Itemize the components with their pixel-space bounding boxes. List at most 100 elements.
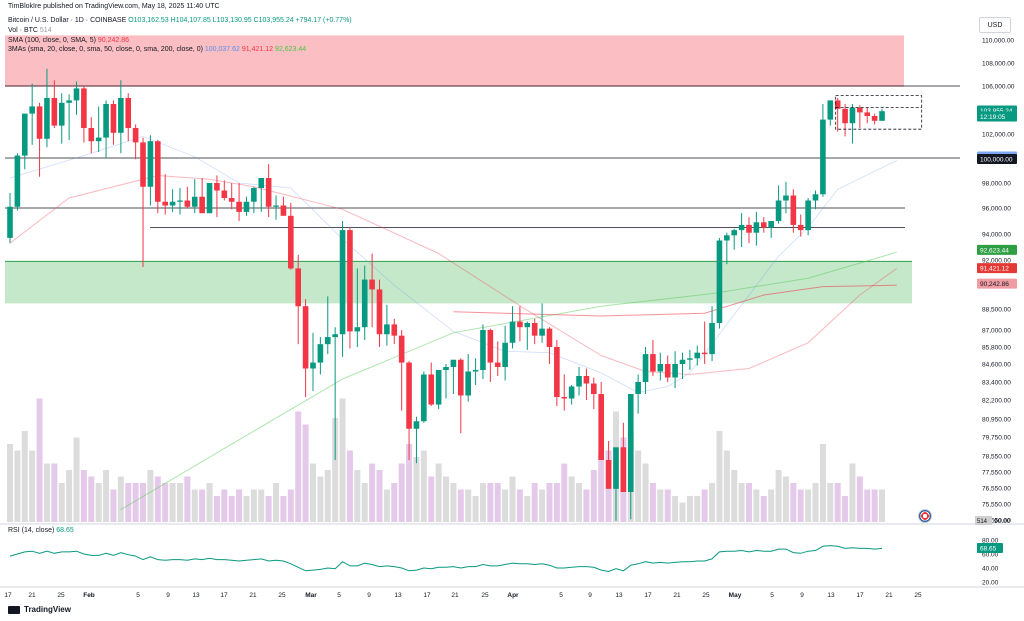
currency-selector[interactable]: USD bbox=[979, 17, 1011, 33]
candle-body bbox=[251, 188, 257, 202]
candle-body bbox=[591, 383, 597, 394]
time-tick: 17 bbox=[644, 592, 652, 599]
candle-body bbox=[746, 224, 752, 233]
candle-body bbox=[687, 358, 693, 360]
candle-body bbox=[221, 190, 228, 198]
volume-bar bbox=[191, 489, 198, 522]
volume-bar bbox=[443, 476, 450, 522]
candle-body bbox=[88, 128, 95, 142]
price-tick: 75,550.00 bbox=[982, 502, 1011, 509]
volume-bar bbox=[864, 489, 871, 522]
volume-bar bbox=[856, 476, 863, 522]
volume-bar bbox=[354, 470, 361, 522]
volume-bar bbox=[132, 483, 139, 522]
time-axis[interactable]: 17 21 25 Feb 5 9 13 17 21 25 Mar 5 9 13 17 21 25 Apr 5 9 13 1… bbox=[0, 586, 1024, 599]
candle-body bbox=[457, 359, 464, 396]
candle-body bbox=[472, 370, 479, 372]
publisher-line: TimBlokIre published on TradingView.com,… bbox=[8, 3, 220, 10]
volume-bar bbox=[642, 463, 649, 522]
price-tick: 79,750.00 bbox=[982, 435, 1011, 442]
volume-bar bbox=[450, 483, 457, 522]
candle-body bbox=[709, 323, 715, 355]
volume-value: 514 bbox=[39, 27, 52, 34]
volume-bar bbox=[221, 489, 228, 522]
tradingview-logo[interactable]: TradingView bbox=[8, 605, 71, 614]
volume-bar bbox=[790, 483, 797, 522]
price-axis[interactable]: 110,000.00 108,000.00 106,000.00 102,000.00… bbox=[973, 10, 1024, 525]
volume-bar bbox=[583, 489, 590, 522]
candle-body bbox=[73, 88, 80, 101]
volume-label: Vol · BTC bbox=[8, 27, 38, 34]
candle-body bbox=[317, 344, 324, 363]
candle-body bbox=[280, 205, 287, 216]
volume-bar bbox=[14, 450, 21, 522]
candle-body bbox=[199, 196, 205, 214]
time-tick: 5 bbox=[559, 592, 563, 599]
candle-body bbox=[724, 235, 730, 241]
candle-body bbox=[635, 382, 641, 394]
candle-body bbox=[44, 98, 50, 139]
volume-bar bbox=[176, 483, 183, 522]
volume-bar bbox=[546, 483, 553, 522]
volume-bar bbox=[36, 398, 43, 522]
candle-body bbox=[125, 98, 132, 128]
candle-body bbox=[406, 362, 412, 429]
candle-body bbox=[820, 119, 826, 195]
mas-legend[interactable]: 3MAs (sma, 20, close, 0, sma, 50, close,… bbox=[8, 46, 306, 53]
candle-body bbox=[191, 196, 198, 207]
sma-legend[interactable]: SMA (100, close, 0, SMA, 5) 90,242.86 bbox=[8, 37, 129, 44]
volume-bar bbox=[797, 489, 804, 522]
volume-bar bbox=[716, 431, 723, 522]
volume-bar bbox=[213, 496, 220, 522]
volume-bar bbox=[849, 463, 856, 522]
candle-body bbox=[354, 327, 361, 332]
resistance-zone bbox=[5, 35, 904, 86]
volume-bar bbox=[376, 470, 383, 522]
volume-bar bbox=[760, 496, 767, 522]
candles-layer bbox=[7, 68, 885, 521]
candle-body bbox=[753, 222, 760, 233]
volume-bar bbox=[280, 496, 287, 522]
volume-bar bbox=[73, 437, 80, 522]
candle-body bbox=[554, 347, 560, 397]
volume-bar bbox=[21, 431, 28, 522]
price-label-sma100: 90,242.86 bbox=[980, 281, 1009, 288]
volume-bar bbox=[154, 476, 161, 522]
volume-bar bbox=[169, 483, 176, 522]
price-tick: 108,000.00 bbox=[982, 61, 1015, 68]
candle-body bbox=[118, 98, 124, 133]
price-tick: 90.00 bbox=[994, 518, 1011, 525]
candle-body bbox=[36, 106, 43, 139]
volume-bar bbox=[819, 444, 826, 522]
time-tick: 21 bbox=[885, 592, 893, 599]
symbol-legend[interactable]: Bitcoin / U.S. Dollar · 1D · COINBASE O1… bbox=[8, 17, 352, 24]
candle-body bbox=[184, 200, 191, 207]
candle-body bbox=[605, 460, 612, 489]
volume-bar bbox=[258, 489, 265, 522]
time-tick: 5 bbox=[337, 592, 341, 599]
candle-body bbox=[443, 367, 449, 370]
time-tick: 21 bbox=[28, 592, 36, 599]
candle-body bbox=[169, 201, 176, 206]
volume-legend[interactable]: Vol · BTC 514 bbox=[8, 27, 52, 34]
candle-body bbox=[413, 421, 420, 429]
candle-body bbox=[834, 100, 841, 109]
volume-bar bbox=[746, 483, 752, 522]
volume-bar bbox=[812, 483, 819, 522]
sma20-line bbox=[9, 135, 897, 393]
volume-bar bbox=[539, 489, 546, 522]
candle-body bbox=[568, 386, 575, 399]
rsi-legend[interactable]: RSI (14, close) 68.65 bbox=[8, 527, 74, 534]
ohlc-values: O103,162.53 H104,107.85 L103,130.95 C103… bbox=[128, 17, 352, 24]
price-tick: 80,950.00 bbox=[982, 417, 1011, 424]
candle-body bbox=[14, 155, 21, 207]
candle-body bbox=[391, 324, 398, 336]
volume-bar bbox=[95, 483, 102, 522]
candle-body bbox=[871, 116, 878, 121]
sma100-line bbox=[453, 284, 897, 317]
price-tick: 78,550.00 bbox=[982, 454, 1011, 461]
volume-bar bbox=[66, 470, 73, 522]
candle-body bbox=[487, 330, 494, 363]
volume-bar bbox=[29, 450, 36, 522]
